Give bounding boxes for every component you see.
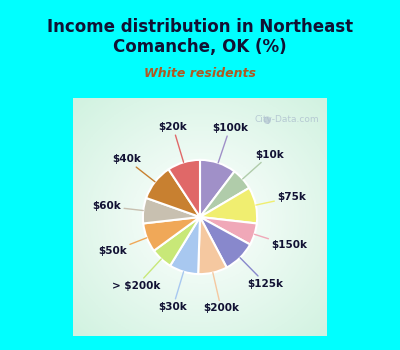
Text: $200k: $200k — [203, 273, 239, 313]
Wedge shape — [143, 217, 200, 251]
Text: White residents: White residents — [144, 67, 256, 80]
Wedge shape — [168, 160, 200, 217]
Text: $10k: $10k — [243, 150, 284, 179]
Wedge shape — [200, 217, 250, 267]
Wedge shape — [146, 169, 200, 217]
Text: $125k: $125k — [240, 258, 284, 289]
Text: $40k: $40k — [112, 154, 155, 182]
Wedge shape — [200, 188, 257, 223]
Text: $75k: $75k — [256, 193, 306, 205]
Wedge shape — [143, 198, 200, 223]
Text: ●: ● — [262, 115, 271, 125]
Wedge shape — [198, 217, 227, 274]
Text: City-Data.com: City-Data.com — [255, 115, 319, 124]
Wedge shape — [154, 217, 200, 266]
Text: $100k: $100k — [212, 123, 248, 163]
Text: $20k: $20k — [159, 122, 188, 162]
Text: $50k: $50k — [98, 238, 147, 256]
Text: $150k: $150k — [254, 234, 307, 250]
Text: $60k: $60k — [93, 201, 143, 211]
Text: > $200k: > $200k — [112, 259, 161, 291]
Wedge shape — [170, 217, 200, 274]
Wedge shape — [200, 172, 249, 217]
Text: Income distribution in Northeast
Comanche, OK (%): Income distribution in Northeast Comanch… — [47, 18, 353, 56]
Text: $30k: $30k — [159, 272, 188, 312]
Wedge shape — [200, 217, 257, 245]
Wedge shape — [200, 160, 234, 217]
